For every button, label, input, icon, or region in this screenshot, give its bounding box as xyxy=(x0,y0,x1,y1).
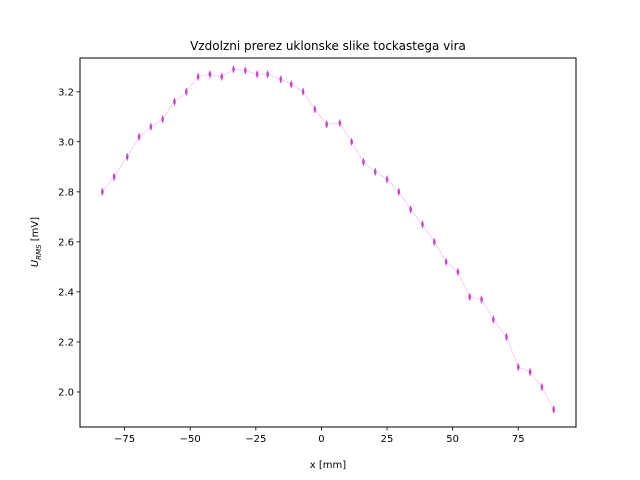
data-point xyxy=(137,134,141,140)
data-point xyxy=(505,334,508,340)
data-point xyxy=(373,169,377,175)
data-point xyxy=(184,89,188,95)
data-point xyxy=(421,221,424,227)
y-tick-label: 3.0 xyxy=(58,137,74,148)
data-point xyxy=(444,259,448,265)
y-tick-label: 2.6 xyxy=(58,237,74,248)
x-tick-label: −50 xyxy=(180,434,201,445)
data-point xyxy=(350,139,353,145)
data-point xyxy=(409,206,412,212)
data-point xyxy=(552,406,555,413)
x-tick-label: 25 xyxy=(381,434,394,445)
chart-title: Vzdolzni prerez uklonske slike tockasteg… xyxy=(190,39,466,53)
data-point xyxy=(456,269,460,275)
data-point xyxy=(540,384,544,390)
y-axis: 2.0 2.2 2.4 2.6 2.8 3.0 3.2 xyxy=(58,87,80,398)
data-point xyxy=(266,71,269,77)
x-tick-label: −25 xyxy=(245,434,266,445)
data-point xyxy=(516,364,520,370)
x-tick-label: 50 xyxy=(446,434,459,445)
x-axis-label: x [mm] xyxy=(310,460,346,471)
data-point xyxy=(492,316,495,323)
data-point xyxy=(313,106,317,112)
data-point xyxy=(196,74,200,80)
data-point xyxy=(220,74,224,80)
data-point xyxy=(173,99,176,105)
data-point xyxy=(279,76,283,82)
data-point xyxy=(289,81,293,87)
data-point xyxy=(149,124,153,130)
data-point xyxy=(301,89,305,95)
plot-area xyxy=(101,65,555,414)
axes-frame xyxy=(79,57,577,428)
y-tick-label: 3.2 xyxy=(58,87,74,98)
data-point xyxy=(362,159,365,165)
data-point xyxy=(338,120,342,126)
y-tick-label: 2.0 xyxy=(58,387,74,398)
data-point xyxy=(244,67,247,74)
x-tick-label: 0 xyxy=(318,434,324,445)
data-point xyxy=(385,176,389,182)
y-tick-label: 2.8 xyxy=(58,187,74,198)
data-point xyxy=(101,189,104,195)
y-tick-label: 2.2 xyxy=(58,337,74,348)
data-point xyxy=(112,174,116,180)
data-point xyxy=(232,66,235,72)
x-axis: −75 −50 −25 0 25 50 75 xyxy=(114,427,525,445)
data-point xyxy=(255,71,259,77)
y-axis-label: URMS [mV] xyxy=(30,217,43,267)
data-point xyxy=(528,369,532,375)
data-point xyxy=(125,154,129,160)
y-tick-label: 2.4 xyxy=(58,287,74,298)
data-point xyxy=(208,71,212,77)
data-point xyxy=(468,294,472,300)
data-point xyxy=(480,296,483,303)
x-tick-label: −75 xyxy=(114,434,135,445)
y-axis-label-unit: [mV] xyxy=(30,217,41,245)
data-point xyxy=(397,189,401,195)
x-tick-label: 75 xyxy=(512,434,525,445)
y-axis-label-sub: RMS xyxy=(35,244,43,260)
y-axis-label-main: U xyxy=(30,259,41,267)
data-point xyxy=(325,121,328,127)
data-point xyxy=(161,116,164,122)
data-point xyxy=(432,239,436,245)
